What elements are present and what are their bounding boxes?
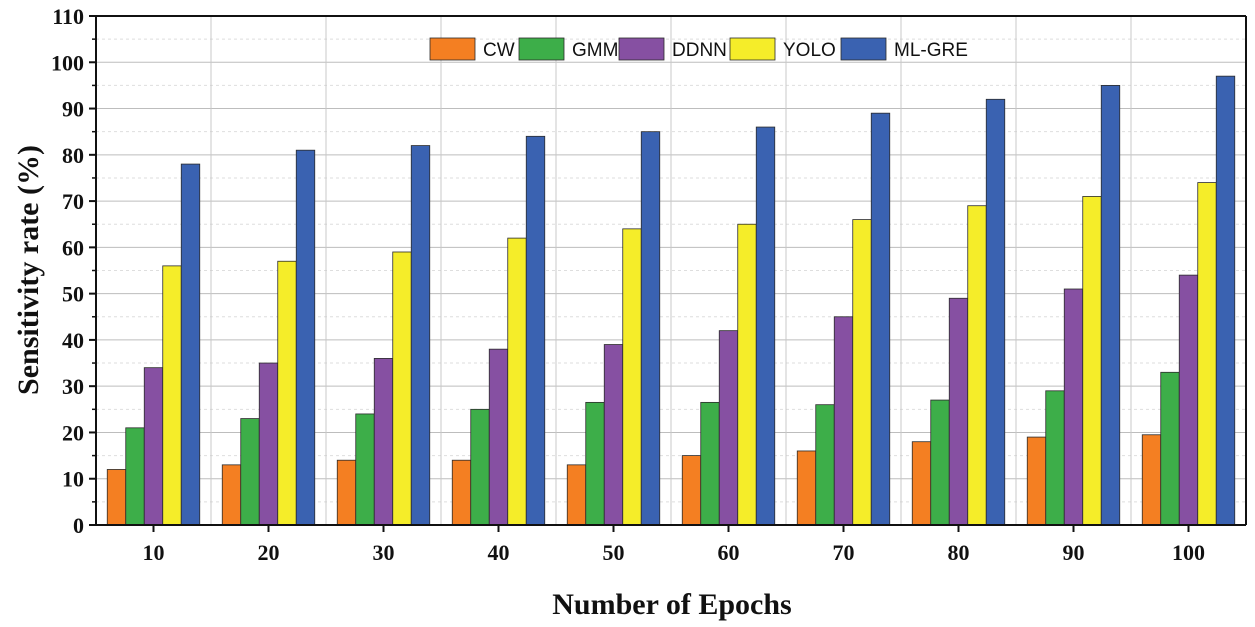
y-tick-label: 70 (62, 189, 84, 214)
axes (89, 15, 1247, 532)
bar-gmm-20 (240, 418, 260, 526)
bar-yolo-60 (737, 223, 757, 526)
bar-cw-90 (1026, 436, 1047, 526)
y-tick-label: 60 (62, 235, 84, 260)
bar-gmm-10 (125, 427, 145, 526)
x-tick-label: 90 (1063, 540, 1085, 565)
legend-swatch-gmm (518, 37, 565, 61)
bar-yolo-50 (622, 228, 642, 526)
bar-ddnn-20 (258, 362, 279, 526)
y-axis-title: Sensitivity rate (%) (12, 145, 45, 395)
bar-cw-20 (221, 464, 242, 526)
x-tick-label: 50 (603, 540, 625, 565)
y-tick-label: 80 (62, 143, 84, 168)
bar-ml-gre-40 (525, 135, 546, 526)
bar-ddnn-80 (948, 297, 969, 526)
legend: CW GMM DDNN YOLO ML-GRE (429, 37, 968, 61)
bar-cw-80 (911, 441, 932, 526)
bar-ml-gre-50 (640, 131, 661, 526)
bar-cw-60 (681, 455, 702, 526)
y-tick-label: 90 (62, 97, 84, 122)
bar-ml-gre-100 (1215, 75, 1236, 526)
bar-ddnn-100 (1178, 274, 1199, 526)
y-tick-label: 110 (52, 4, 84, 29)
bar-gmm-100 (1160, 371, 1180, 526)
bar-ml-gre-60 (755, 126, 776, 526)
bar-yolo-70 (852, 219, 872, 526)
legend-swatch-yolo (729, 37, 776, 61)
bar-ddnn-70 (833, 316, 854, 526)
legend-label-yolo: YOLO (783, 40, 836, 61)
y-tick-label: 40 (62, 328, 84, 353)
bar-cw-50 (566, 464, 587, 526)
bar-yolo-30 (392, 251, 412, 526)
bar-ml-gre-90 (1100, 85, 1121, 526)
legend-swatch-cw (429, 37, 476, 61)
bar-gmm-70 (815, 404, 835, 526)
bar-gmm-50 (585, 401, 605, 526)
bar-gmm-80 (930, 399, 950, 526)
legend-swatch-ml-gre (840, 37, 887, 61)
y-tick-label: 100 (51, 50, 84, 75)
bar-gmm-60 (700, 401, 720, 526)
x-tick-label: 30 (373, 540, 395, 565)
bar-ddnn-50 (603, 344, 624, 526)
bar-yolo-20 (277, 260, 297, 526)
y-tick-label: 0 (73, 513, 84, 538)
tick-labels: 0 10 20 30 40 50 60 70 80 90 100 110 10 20 30 40 50 60 70 8… (51, 4, 1205, 565)
bar-cw-10 (106, 469, 127, 526)
legend-label-ml-gre: ML-GRE (894, 40, 968, 61)
x-tick-label: 60 (718, 540, 740, 565)
y-tick-label: 10 (62, 467, 84, 492)
bar-ml-gre-70 (870, 112, 891, 526)
bar-cw-40 (451, 459, 472, 526)
legend-label-ddnn: DDNN (672, 40, 727, 61)
bar-ddnn-30 (373, 358, 394, 526)
bar-yolo-90 (1082, 196, 1102, 526)
legend-swatch-ddnn (618, 37, 665, 61)
bar-yolo-10 (162, 265, 182, 526)
bar-yolo-100 (1197, 182, 1217, 526)
bar-ml-gre-80 (985, 98, 1006, 526)
x-tick-label: 70 (833, 540, 855, 565)
bar-ml-gre-30 (410, 145, 431, 526)
y-tick-label: 50 (62, 282, 84, 307)
bar-yolo-40 (507, 237, 527, 526)
bar-cw-100 (1141, 434, 1162, 526)
x-axis-title: Number of Epochs (552, 588, 791, 621)
bar-gmm-40 (470, 408, 490, 526)
bar-ddnn-10 (143, 367, 164, 526)
y-tick-label: 20 (62, 420, 84, 445)
bar-ddnn-40 (488, 348, 509, 526)
bar-gmm-90 (1045, 390, 1065, 526)
bars (106, 75, 1236, 526)
x-tick-label: 20 (258, 540, 280, 565)
bar-cw-70 (796, 450, 817, 526)
bar-ddnn-90 (1063, 288, 1084, 526)
bar-ml-gre-20 (295, 149, 316, 526)
bar-gmm-30 (355, 413, 375, 526)
y-tick-label: 30 (62, 374, 84, 399)
bar-cw-30 (336, 459, 357, 526)
x-tick-label: 10 (143, 540, 165, 565)
bar-ddnn-60 (718, 330, 739, 526)
x-tick-label: 80 (948, 540, 970, 565)
x-tick-label: 100 (1172, 540, 1205, 565)
bar-yolo-80 (967, 205, 987, 526)
bar-ml-gre-10 (180, 163, 201, 526)
x-tick-label: 40 (488, 540, 510, 565)
legend-label-cw: CW (483, 40, 515, 61)
legend-label-gmm: GMM (572, 40, 618, 61)
